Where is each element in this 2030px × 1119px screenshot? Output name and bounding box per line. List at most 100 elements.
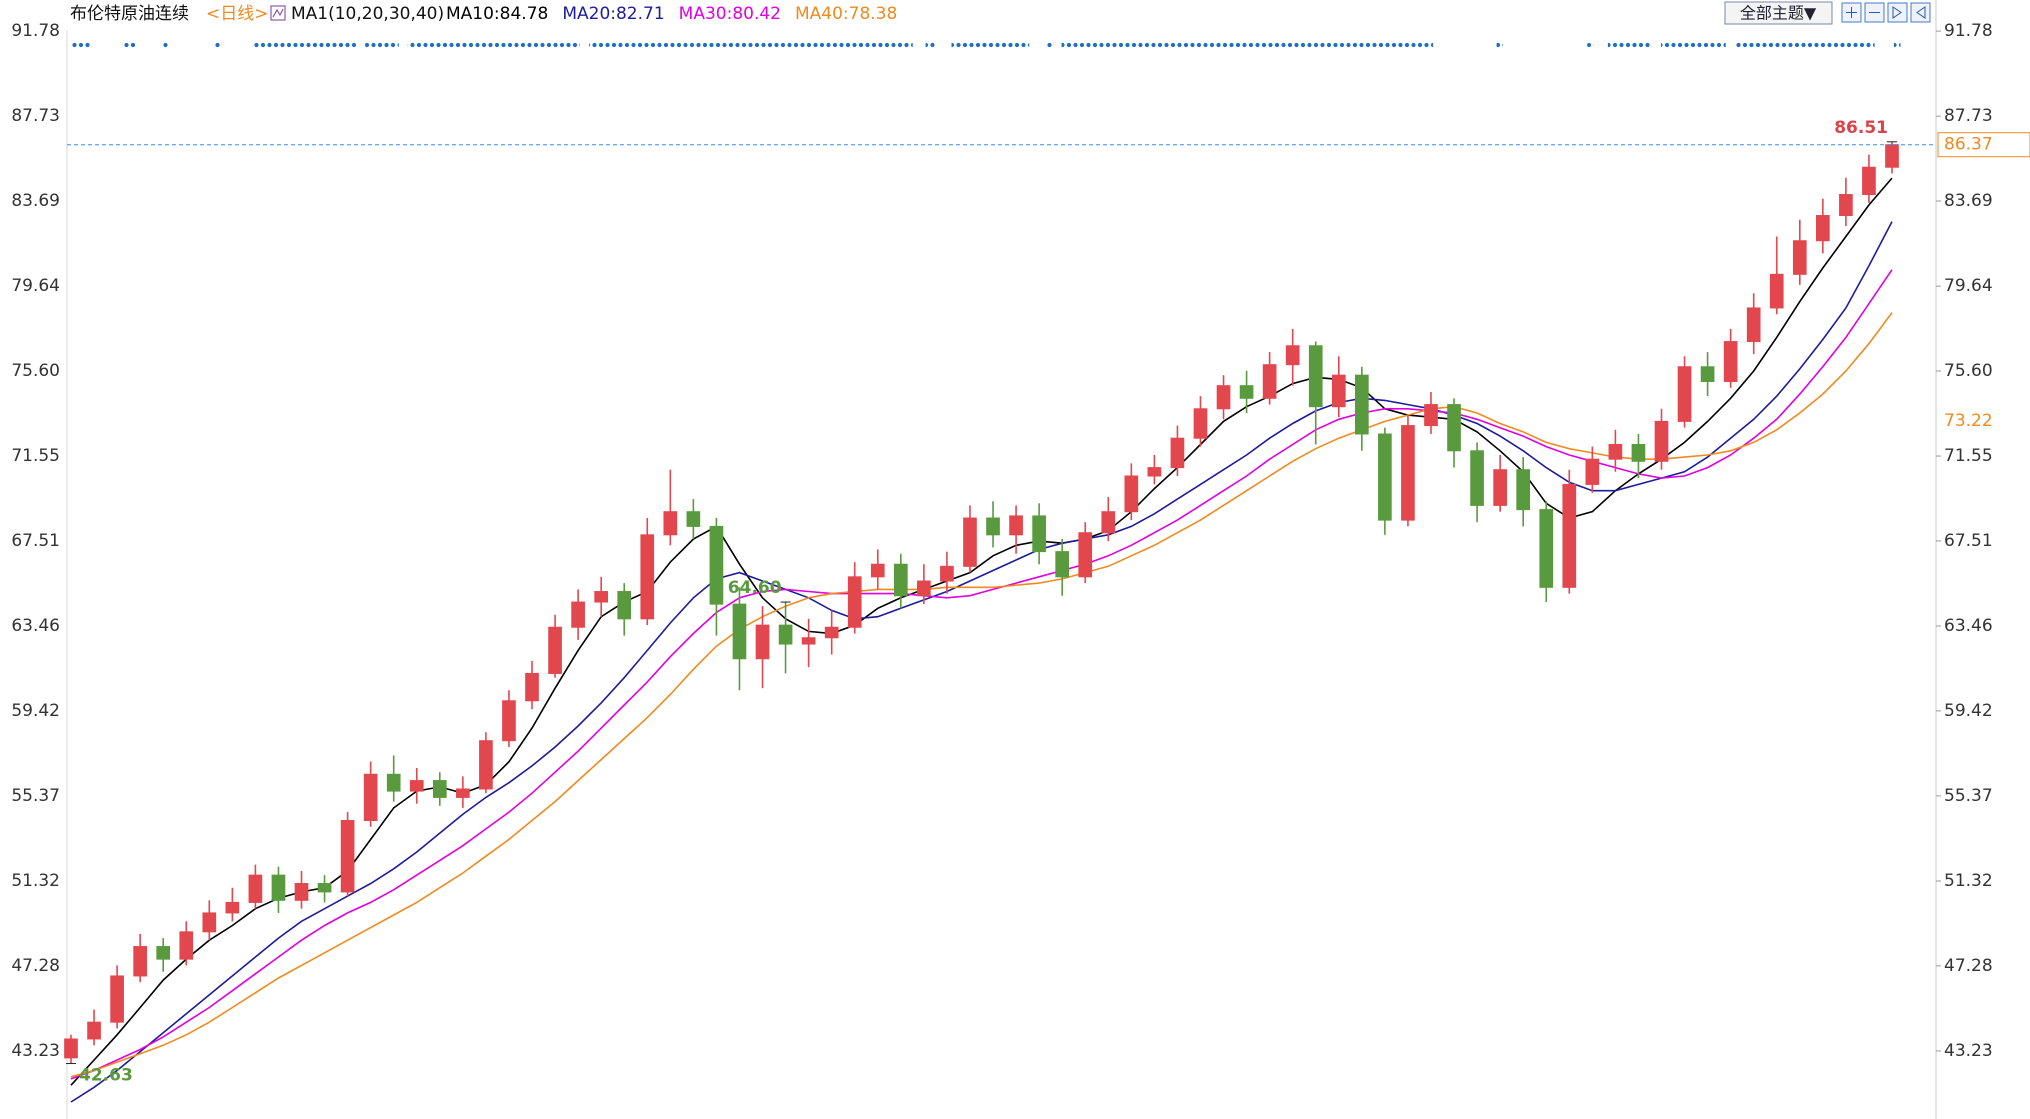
candle-body [1078,532,1093,578]
indicator-name: MA1(10,20,30,40) [291,4,444,24]
y-tick-label-left: 51.32 [11,871,60,891]
candle-body [893,563,908,597]
tool-prev[interactable] [1887,2,1908,23]
candle-body [1608,443,1623,460]
candle-body [156,946,171,960]
candle-body [225,901,240,914]
legend-entry: MA10:84.78 [446,4,548,24]
annotation-label: 42.63 [79,1066,133,1086]
candle-body [409,780,424,792]
tool-next[interactable] [1910,2,1931,23]
candle-body [917,580,931,597]
annotations: 86.51 64.60 42.63 86.37 73.22 [66,118,2030,1086]
candle-body [248,874,263,903]
candle-body [1378,433,1392,521]
theme-button[interactable] [1724,1,1833,25]
candle-body [1792,240,1807,275]
y-tick-label-right: 55.37 [1944,786,1993,806]
y-tick-label-right: 59.42 [1944,701,1993,721]
candle-body [340,820,355,893]
event-dot-run [1061,39,1434,49]
candle-body [755,624,770,660]
legend-entry: MA20:82.71 [562,4,664,24]
candle-body [1055,551,1070,578]
indicator-icon[interactable] [270,5,286,21]
ma-line [70,312,1893,1078]
indicator-icon-glyph [272,8,284,18]
toolbar-glyphs [1846,6,1926,19]
y-tick-label-right: 79.64 [1944,276,1993,296]
candle-body [1723,341,1738,382]
legend-entry: MA30:80.42 [679,4,781,24]
y-tick-label-right: 75.60 [1944,361,1993,381]
instrument-name: 布伦特原油连续 [70,4,189,24]
candle-body [1354,374,1369,435]
event-dot-run [161,39,169,49]
event-dot-run [252,39,357,49]
y-tick-label-left: 55.37 [11,786,60,806]
candle-body [1424,404,1438,427]
candle-body [1285,345,1300,366]
event-dot-run [365,39,399,49]
candle-body [1562,483,1577,588]
candle-body [64,1038,78,1059]
candle-body [1862,166,1876,196]
candle-body [1447,404,1461,452]
event-markers [71,39,1901,49]
candle-body [1493,469,1507,506]
y-tick-label-left: 91.78 [11,21,60,41]
candle-body [1839,194,1853,217]
candle-body [479,740,493,790]
y-axis: 43.23 43.23 47.28 47.28 51.32 51.32 55.37 55.37… [11,21,1992,1061]
event-dot-run [1496,39,1504,49]
candle-body [1147,467,1162,477]
candle-body [1700,366,1715,382]
candle-body [1101,511,1116,534]
candle-body [732,603,747,660]
candle-body [1193,408,1208,439]
y-tick-label-left: 63.46 [11,616,60,636]
event-dot-run [71,39,91,49]
candle-body [363,773,378,822]
candle-body [1654,420,1669,462]
candle-body [179,931,194,960]
candle-body [1032,515,1046,553]
y-tick-label-right: 51.32 [1944,871,1993,891]
candle-body [1677,366,1692,422]
y-tick-label-left: 87.73 [11,106,60,126]
y-tick-label-left: 67.51 [11,531,60,551]
candle-body [1331,374,1346,408]
candle-body [1769,273,1784,309]
period-label[interactable]: <日线> [206,4,269,24]
event-dot-run [213,39,221,49]
candle-body [663,511,678,536]
candle-body [571,601,585,628]
candle-body [986,517,1000,536]
ma-line [70,221,1893,1103]
y-tick-label-right: 87.73 [1944,106,1993,126]
candle-body [386,773,401,792]
ma-lines [70,177,1893,1103]
y-tick-label-left: 43.23 [11,1041,60,1061]
candle-body [594,591,609,603]
candle-body [870,563,885,578]
candle-body [940,565,954,582]
y-tick-label-right: 63.46 [1944,616,1993,636]
annotation-label: 86.51 [1834,118,1888,138]
marker-label: 73.22 [1944,411,1993,431]
y-tick-label-left: 75.60 [11,361,60,381]
event-dot-run [951,39,1030,49]
event-dot-run [1660,39,1726,49]
y-tick-label-right: 83.69 [1944,191,1993,211]
y-tick-label-left: 59.42 [11,701,60,721]
candle-body [1239,385,1254,399]
y-tick-label-right: 43.23 [1944,1041,1993,1061]
event-dot-run [925,39,935,49]
candle-body [1816,215,1830,242]
candle-body [110,975,124,1023]
candle-body [640,534,655,620]
candle-body [778,624,793,645]
candle-body [1516,469,1531,511]
